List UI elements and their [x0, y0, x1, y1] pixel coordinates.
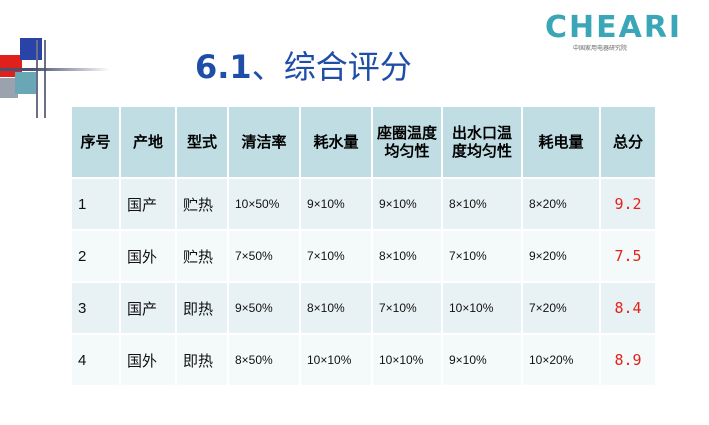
cell-type: 贮热 — [176, 178, 229, 231]
cell-index: 2 — [72, 230, 121, 283]
cell-outlet-temp: 10×10% — [442, 282, 523, 335]
cell-power: 10×20% — [522, 334, 601, 387]
cell-total: 8.4 — [600, 282, 657, 335]
header-cell: 序号 — [72, 107, 121, 179]
decor-square-blue — [20, 38, 42, 60]
cell-total: 7.5 — [600, 230, 657, 283]
decor-square-teal — [15, 72, 37, 94]
cell-power: 7×20% — [522, 282, 601, 335]
cell-total: 9.2 — [600, 178, 657, 231]
header-cell: 出水口温度均匀性 — [442, 107, 523, 179]
cell-type: 即热 — [176, 334, 229, 387]
decor-square-red — [0, 55, 22, 77]
title-text: 、综合评分 — [251, 48, 412, 86]
cell-index: 1 — [72, 178, 121, 231]
cell-seat-temp: 10×10% — [372, 334, 443, 387]
cell-outlet-temp: 8×10% — [442, 178, 523, 231]
table-row: 2 国外 贮热 7×50% 7×10% 8×10% 7×10% 9×20% 7.… — [72, 230, 657, 283]
cell-cleaning: 7×50% — [228, 230, 301, 283]
cell-type: 贮热 — [176, 230, 229, 283]
cheari-logo: CHEARI 中国家用电器研究院 — [545, 12, 695, 57]
logo-subtitle: 中国家用电器研究院 — [573, 45, 628, 52]
header-cell: 产地 — [120, 107, 177, 179]
cell-total: 8.9 — [600, 334, 657, 387]
cell-seat-temp: 8×10% — [372, 230, 443, 283]
cell-power: 8×20% — [522, 178, 601, 231]
cell-cleaning: 8×50% — [228, 334, 301, 387]
cell-cleaning: 9×50% — [228, 282, 301, 335]
table-row: 4 国外 即热 8×50% 10×10% 10×10% 9×10% 10×20%… — [72, 334, 657, 387]
cell-origin: 国产 — [120, 282, 177, 335]
cell-index: 4 — [72, 334, 121, 387]
cell-water: 8×10% — [300, 282, 373, 335]
cell-type: 即热 — [176, 282, 229, 335]
cell-power: 9×20% — [522, 230, 601, 283]
header-cell: 清洁率 — [228, 107, 301, 179]
decor-line-vertical — [44, 40, 46, 118]
cell-origin: 国产 — [120, 178, 177, 231]
header-cell: 耗水量 — [300, 107, 373, 179]
cell-origin: 国外 — [120, 334, 177, 387]
cell-seat-temp: 9×10% — [372, 178, 443, 231]
decor-line-vertical — [36, 40, 38, 118]
header-cell: 型式 — [176, 107, 229, 179]
table-row: 3 国产 即热 9×50% 8×10% 7×10% 10×10% 7×20% 8… — [72, 282, 657, 335]
cell-water: 7×10% — [300, 230, 373, 283]
page-title: 6.1、综合评分 — [195, 42, 412, 87]
cell-index: 3 — [72, 282, 121, 335]
table-row: 1 国产 贮热 10×50% 9×10% 9×10% 8×10% 8×20% 9… — [72, 178, 657, 231]
decor-square-grey — [0, 78, 18, 98]
cell-cleaning: 10×50% — [228, 178, 301, 231]
header-cell: 座圈温度均匀性 — [372, 107, 443, 179]
decor-line-horizontal — [0, 68, 110, 71]
cell-water: 9×10% — [300, 178, 373, 231]
cell-outlet-temp: 9×10% — [442, 334, 523, 387]
header-cell: 耗电量 — [522, 107, 601, 179]
cell-origin: 国外 — [120, 230, 177, 283]
logo-text: CHEARI — [545, 10, 683, 45]
cell-outlet-temp: 7×10% — [442, 230, 523, 283]
cell-water: 10×10% — [300, 334, 373, 387]
score-table: 序号 产地 型式 清洁率 耗水量 座圈温度均匀性 出水口温度均匀性 耗电量 总分… — [72, 107, 657, 387]
table-header-row: 序号 产地 型式 清洁率 耗水量 座圈温度均匀性 出水口温度均匀性 耗电量 总分 — [72, 107, 657, 179]
title-number: 6.1 — [195, 48, 252, 86]
header-cell: 总分 — [600, 107, 657, 179]
cell-seat-temp: 7×10% — [372, 282, 443, 335]
